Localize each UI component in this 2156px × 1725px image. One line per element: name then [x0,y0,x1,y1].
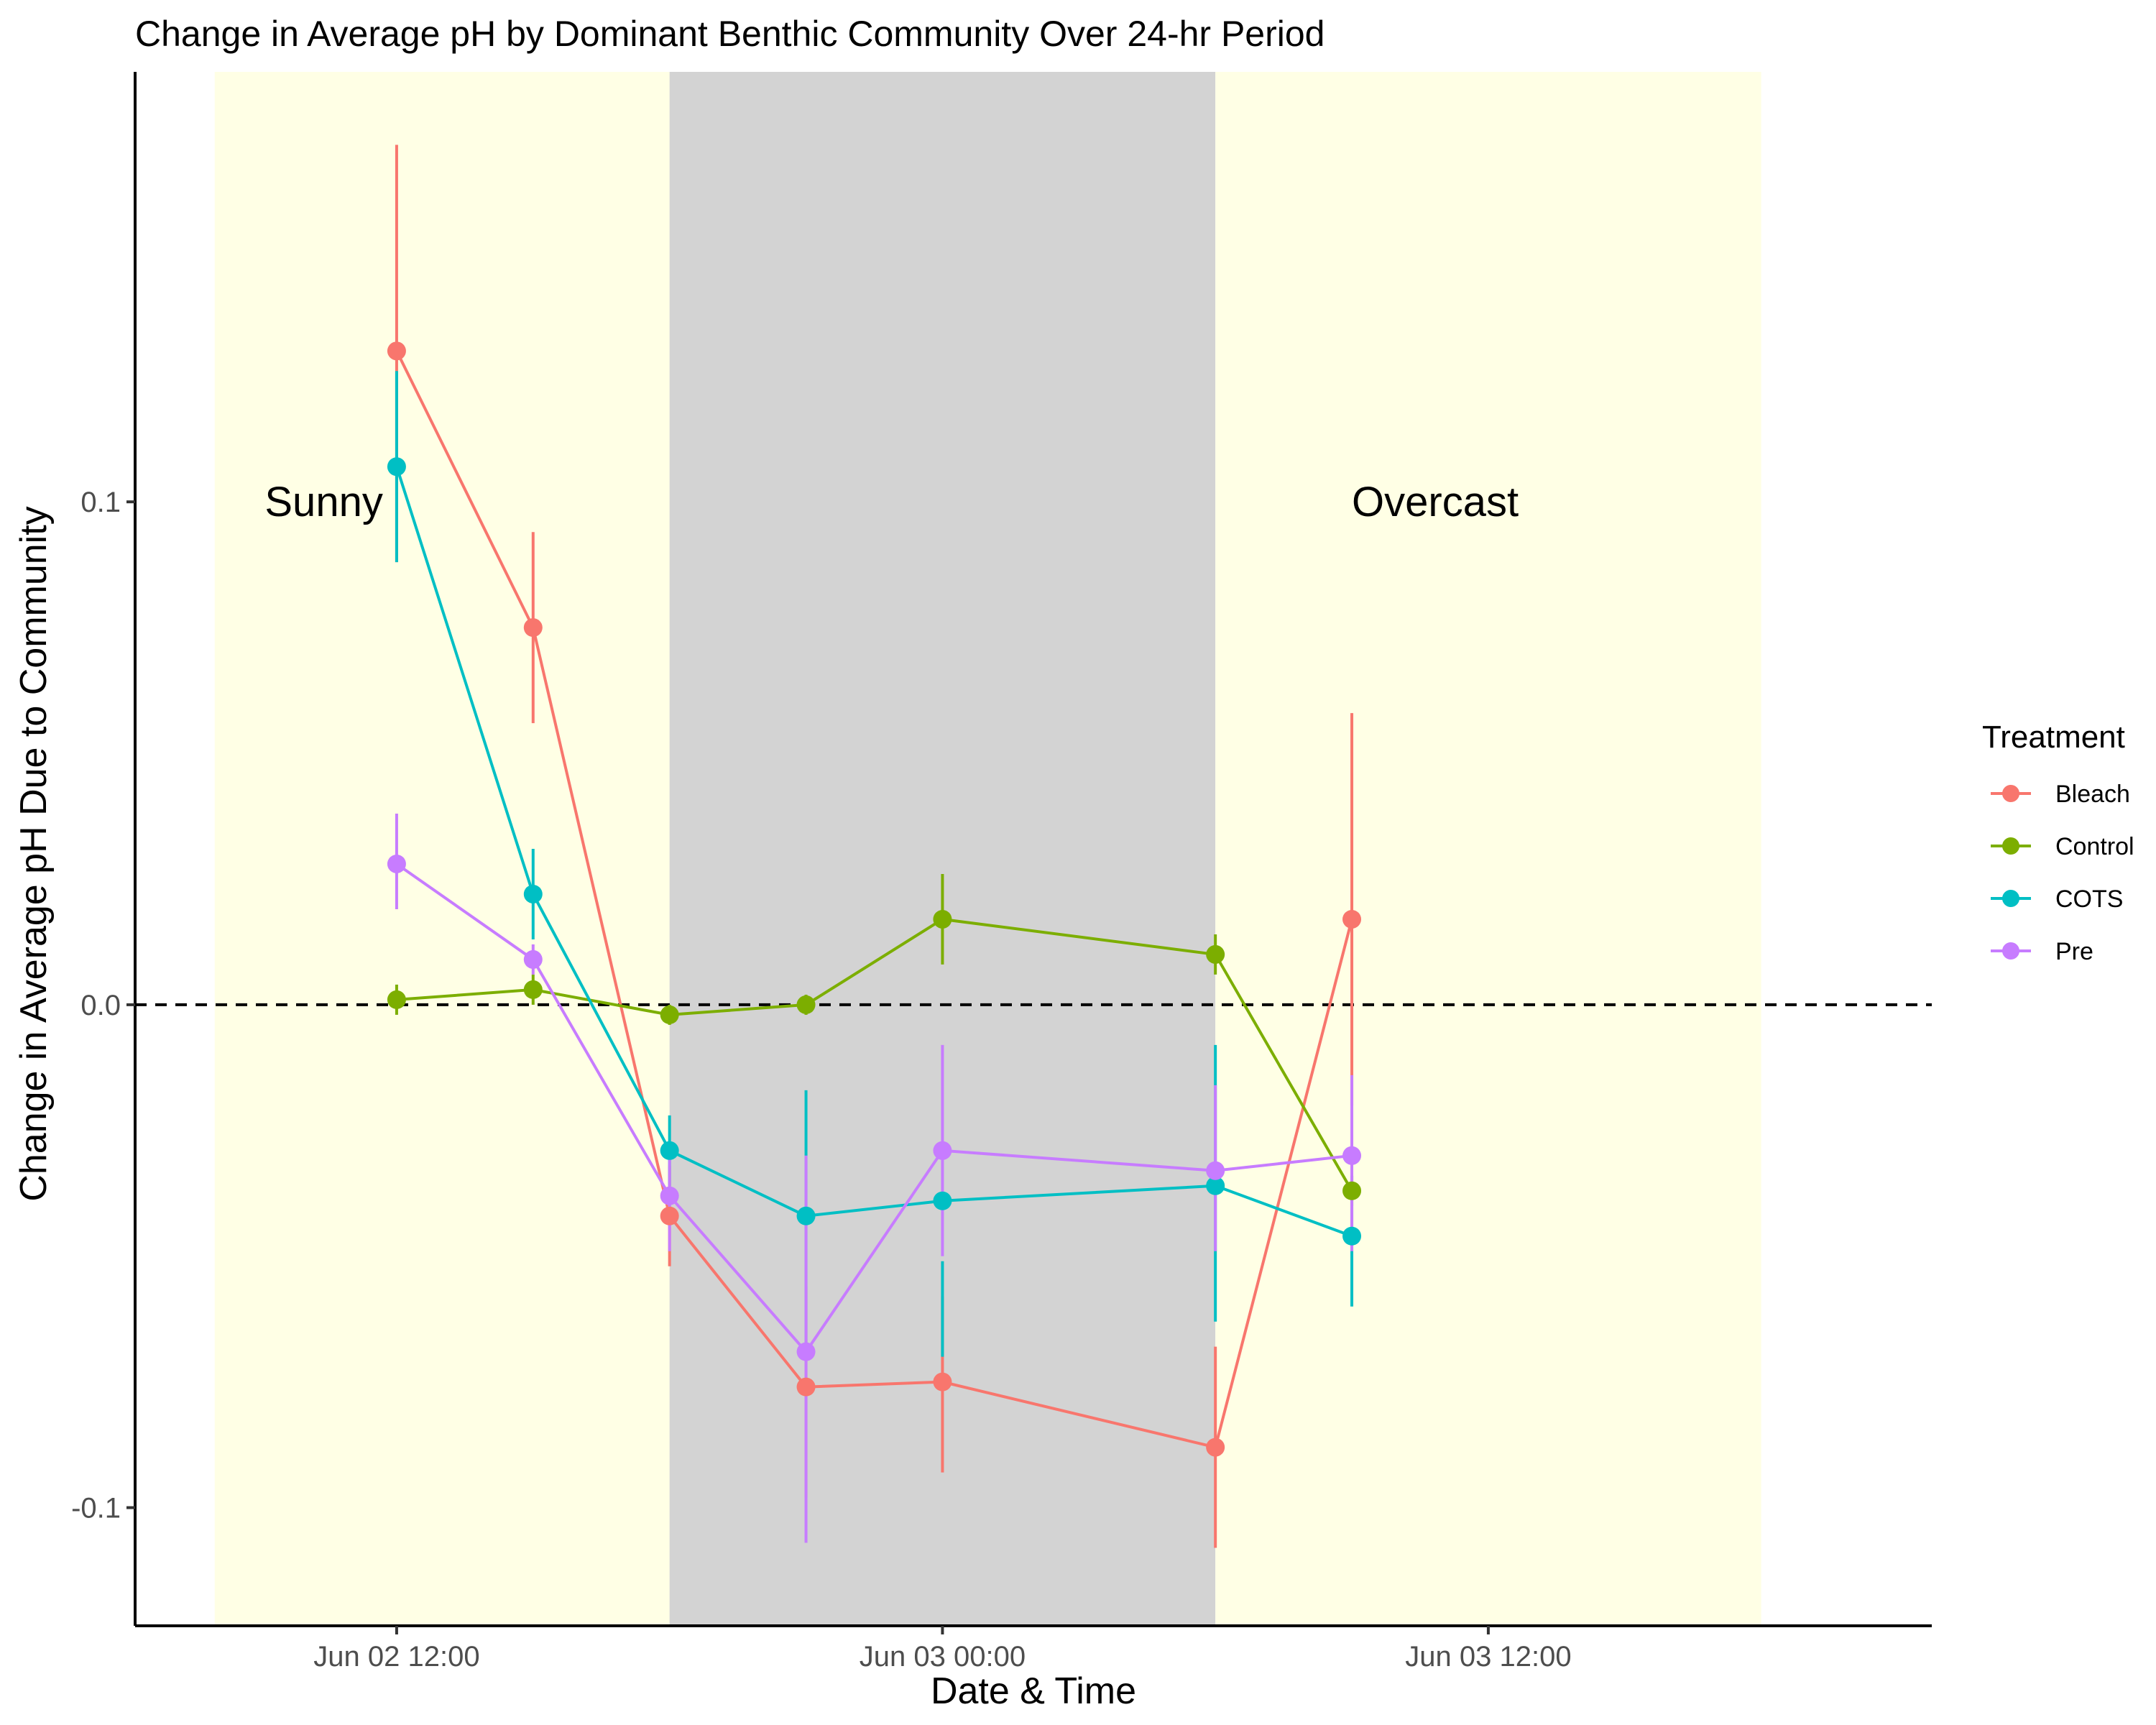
data-point-control-6 [1342,1181,1362,1200]
legend-title: Treatment [1982,719,2125,755]
region-label-overcast: Overcast [1352,479,1519,525]
data-point-control-4 [933,909,952,929]
legend-label-control: Control [2055,833,2134,860]
legend-marker-bleach [2002,785,2019,802]
data-point-cots-3 [796,1206,816,1225]
shaded-region-2 [1215,72,1761,1626]
shaded-region-0 [214,72,670,1626]
y-tick-label-0: 0.1 [80,487,121,518]
data-point-cots-6 [1342,1226,1362,1246]
data-point-bleach-1 [523,618,543,638]
data-point-cots-1 [523,884,543,903]
data-point-control-2 [660,1005,679,1024]
legend-marker-cots [2002,890,2019,907]
data-point-cots-0 [387,457,406,477]
data-point-control-3 [796,995,816,1014]
legend-marker-control [2002,837,2019,855]
data-point-bleach-0 [387,341,406,361]
y-axis-title: Change in Average pH Due to Community [13,506,55,1201]
data-point-cots-5 [1206,1176,1225,1195]
y-tick-label-1: 0.0 [80,990,121,1021]
data-point-cots-4 [933,1191,952,1210]
data-point-pre-0 [387,854,406,873]
data-point-bleach-6 [1342,909,1362,929]
data-point-bleach-4 [933,1372,952,1392]
y-tick-label-2: -0.1 [71,1493,121,1524]
data-point-bleach-3 [796,1377,816,1397]
region-label-sunny: Sunny [264,479,382,525]
legend-label-bleach: Bleach [2055,781,2130,808]
data-point-pre-4 [933,1141,952,1160]
chart-title: Change in Average pH by Dominant Benthic… [135,14,1325,54]
data-points [387,341,1362,1457]
legend: Treatment Bleach Control COTS Pre [1982,719,2134,965]
x-tick-label-0: Jun 02 12:00 [313,1641,479,1673]
data-point-bleach-5 [1206,1438,1225,1457]
legend-label-pre: Pre [2055,938,2093,965]
x-tick-label-1: Jun 03 00:00 [860,1641,1026,1673]
data-point-cots-2 [660,1141,679,1160]
x-axis-title: Date & Time [931,1670,1136,1712]
data-point-control-0 [387,990,406,1009]
data-point-bleach-2 [660,1206,679,1225]
data-point-pre-1 [523,949,543,969]
x-tick-label-2: Jun 03 12:00 [1405,1641,1571,1673]
legend-marker-pre [2002,942,2019,960]
data-point-pre-3 [796,1342,816,1361]
data-point-pre-6 [1342,1146,1362,1165]
shaded-regions [214,72,1761,1626]
axes: 0.1 0.0 -0.1 Jun 02 12:00 Jun 03 00:00 Jun 03… [71,72,1932,1673]
data-point-control-1 [523,980,543,999]
data-point-pre-2 [660,1186,679,1205]
region-labels: Sunny Overcast [264,479,1519,525]
data-point-control-5 [1206,944,1225,964]
legend-label-cots: COTS [2055,886,2123,913]
data-point-pre-5 [1206,1161,1225,1180]
